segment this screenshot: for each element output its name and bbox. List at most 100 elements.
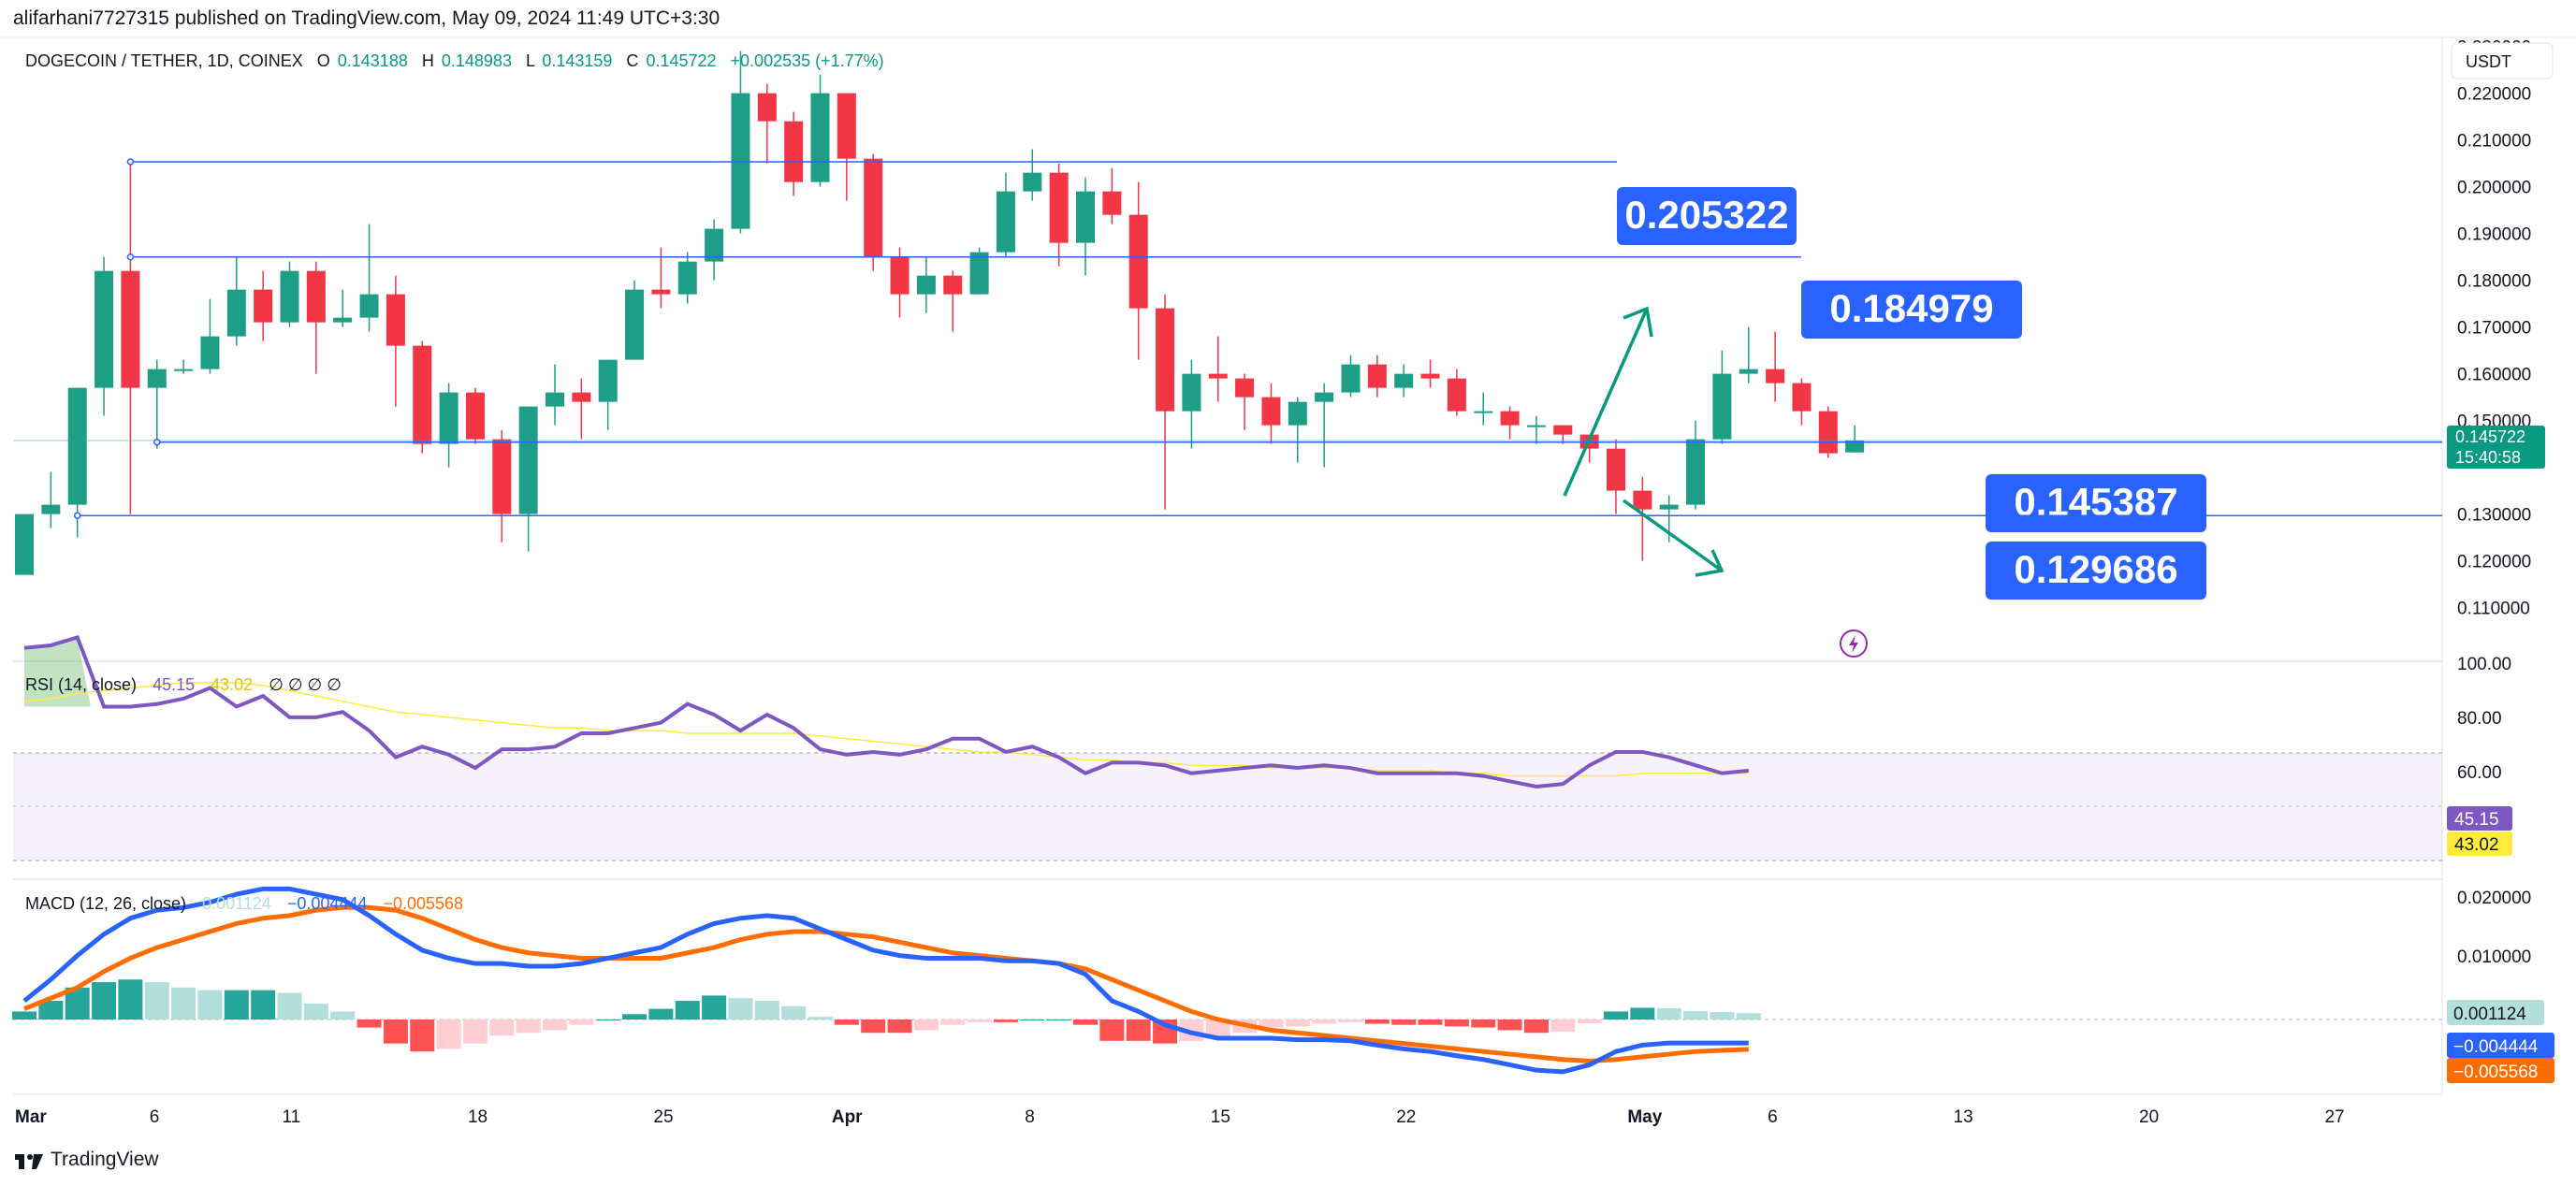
macd-line [22, 886, 1749, 1075]
arrow-drawings[interactable] [1563, 306, 1725, 577]
rsi-tick-label: 60.00 [2457, 763, 2502, 783]
candle-body [174, 369, 194, 371]
candle-body [864, 158, 883, 257]
macd-histogram-bar [993, 1020, 1018, 1022]
candle-body [359, 294, 379, 318]
candle-body [1049, 172, 1069, 243]
macd-pane[interactable] [12, 886, 1761, 1075]
macd-histogram-bar [462, 1020, 488, 1044]
currency-button[interactable]: USDT [2451, 42, 2554, 80]
svg-text:DOGECOIN / TETHER, 1D, COINEX: DOGECOIN / TETHER, 1D, COINEX O 0.143188… [25, 51, 884, 70]
candle-body [1023, 172, 1042, 192]
time-axis[interactable]: Mar 6 11 18 25 Apr 8 15 22 May 6 13 20 27 [15, 1107, 2345, 1127]
time-tick-label: 13 [1954, 1107, 1973, 1127]
candle-body [1394, 373, 1414, 388]
price-tick-label: 0.170000 [2457, 319, 2531, 339]
macd-tick-label: 0.010000 [2457, 947, 2531, 967]
macd-histogram-bar [118, 979, 143, 1020]
candle-body [226, 289, 246, 337]
candle-body [757, 93, 777, 122]
candle-body [41, 504, 61, 514]
macd-histogram-bar [808, 1017, 833, 1020]
tradingview-brand[interactable]: TradingView [15, 1149, 159, 1171]
macd-hist-label: 0.001124 [2453, 1005, 2526, 1024]
candle-body [943, 275, 963, 295]
price-axis[interactable]: 0.2300000.2200000.2100000.2000000.190000… [2447, 38, 2554, 1083]
candle-body [306, 270, 326, 323]
candle-body [1633, 490, 1652, 510]
macd-histogram-bar [171, 987, 196, 1020]
candle-body [837, 93, 856, 159]
time-tick-label: 22 [1396, 1107, 1416, 1127]
macd-histogram-bar [277, 992, 302, 1020]
macd-histogram-bar [330, 1011, 356, 1020]
price-pane[interactable] [13, 51, 2442, 575]
horizontal-levels[interactable]: 0.205322 0.184979 0.145387 0.129686 [73, 158, 2442, 600]
publisher-line: alifarhani7727315 published on TradingVi… [13, 7, 720, 29]
macd-histogram-bar [1418, 1020, 1443, 1025]
candle-body [1818, 411, 1838, 454]
price-tick-label: 0.220000 [2457, 85, 2531, 105]
candle-body [1766, 369, 1785, 383]
candle-body [1341, 364, 1361, 393]
macd-hist-legend: 0.001124 [202, 894, 271, 913]
level-label: 0.184979 [1829, 286, 1993, 330]
time-tick-label: 18 [468, 1107, 488, 1127]
macd-histogram-bar [1604, 1011, 1628, 1020]
rsi-value-legend: 45.15 [153, 675, 195, 694]
candle-body [996, 191, 1015, 253]
macd-line-legend: −0.004444 [287, 894, 368, 913]
candle-body [95, 270, 114, 388]
candle-body [1156, 308, 1175, 412]
price-tick-label: 0.160000 [2457, 366, 2531, 385]
macd-histogram-bar [1444, 1020, 1469, 1027]
arrow-down [1622, 499, 1725, 577]
rsi-ma-box [2447, 832, 2512, 856]
macd-histogram-bar [1577, 1020, 1602, 1023]
price-tick-label: 0.200000 [2457, 179, 2531, 198]
macd-histogram-bar [1205, 1020, 1230, 1038]
candle-body [1500, 411, 1520, 426]
symbol-title: DOGECOIN / TETHER, 1D, COINEX [25, 51, 303, 70]
macd-histogram-bar [144, 982, 169, 1020]
macd-histogram-bar [1285, 1020, 1310, 1027]
candle-body [465, 392, 485, 440]
price-tick-label: 0.130000 [2457, 506, 2531, 526]
level-anchor [153, 438, 161, 446]
time-tick-label: Mar [15, 1107, 47, 1127]
candle-body [1076, 191, 1095, 243]
macd-histogram-bar [1656, 1008, 1681, 1020]
close-label: C [626, 51, 638, 70]
level-anchor [73, 512, 81, 519]
macd-histogram-bar [702, 995, 727, 1020]
high-label: H [422, 51, 434, 70]
candle-body [1128, 214, 1148, 309]
arrow-up [1563, 306, 1653, 497]
candle-body [598, 359, 618, 402]
rsi-ma-legend: 43.02 [211, 675, 253, 694]
lightning-icon[interactable] [1840, 629, 1868, 658]
currency-button-label: USDT [2466, 52, 2511, 71]
close-value: 0.145722 [646, 51, 716, 70]
macd-histogram-bar [1497, 1020, 1522, 1031]
macd-histogram-bar [1391, 1020, 1417, 1025]
candle-body [1474, 411, 1493, 413]
candle-body [810, 93, 830, 182]
macd-histogram-bar [967, 1020, 992, 1022]
candle-body [651, 289, 671, 295]
rsi-pane[interactable] [23, 634, 1749, 789]
level-label-box [1617, 187, 1797, 245]
macd-histogram-bar [12, 1011, 36, 1020]
macd-histogram-bar [197, 990, 223, 1020]
candle-body [1792, 383, 1812, 412]
candle-body [386, 294, 405, 346]
time-tick-label: 8 [1025, 1107, 1035, 1127]
macd-histogram-bar [1099, 1020, 1125, 1041]
macd-histogram-bar [1312, 1020, 1337, 1024]
candle-body [969, 252, 989, 295]
macd-histogram-bar [1736, 1013, 1761, 1020]
macd-histogram-bar [383, 1020, 408, 1044]
countdown-label: 15:40:58 [2455, 448, 2521, 467]
candle-body [731, 93, 750, 229]
